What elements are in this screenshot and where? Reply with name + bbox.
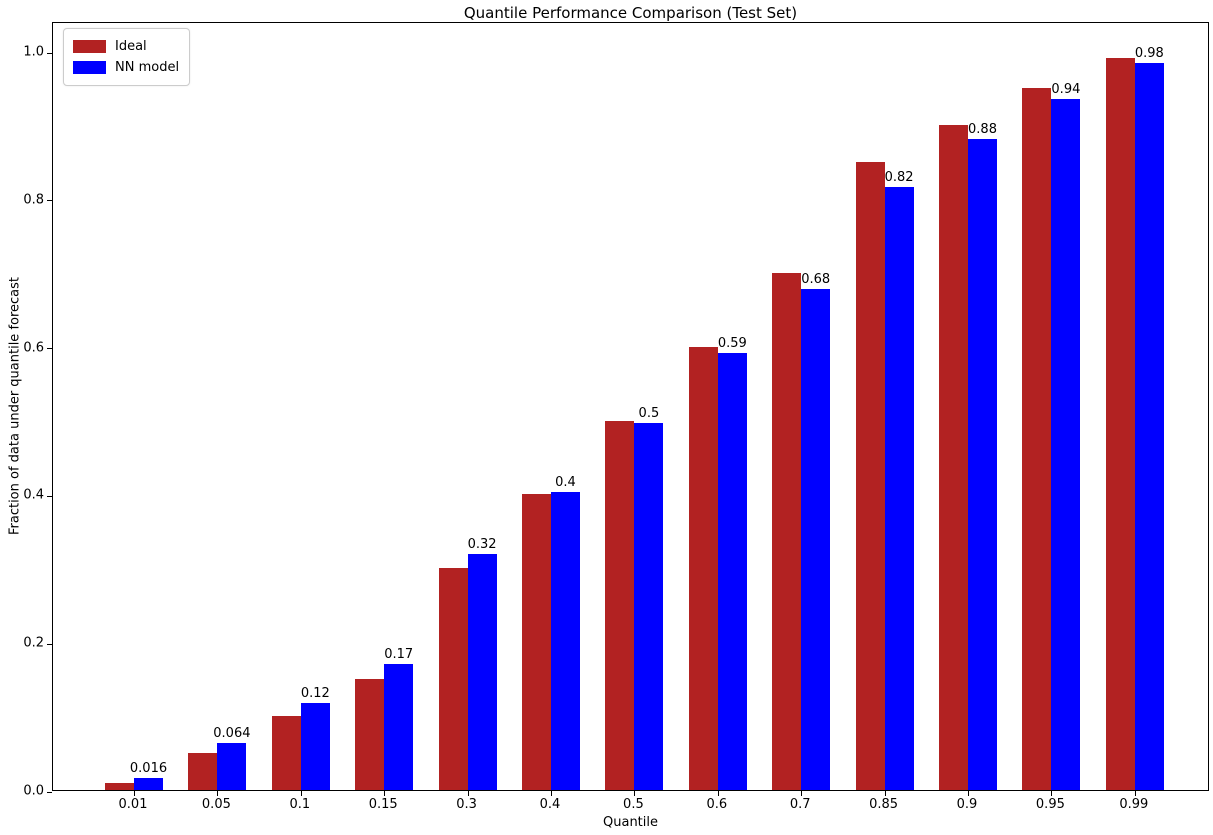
x-axis-label: Quantile [603, 815, 658, 830]
x-tick-mark [467, 791, 469, 796]
bar-ideal-0.05 [188, 753, 218, 790]
y-tick-label-0.2: 0.2 [23, 635, 44, 651]
bar-ideal-0.99 [1105, 58, 1135, 790]
x-tick-mark [300, 791, 302, 796]
y-tick-mark [47, 200, 52, 202]
value-label-0.3: 0.32 [467, 537, 497, 553]
y-tick-mark [47, 495, 52, 497]
x-tick-label-0.5: 0.5 [623, 797, 644, 812]
value-label-0.05: 0.064 [213, 725, 251, 741]
x-tick-mark [384, 791, 386, 796]
x-tick-mark [134, 791, 135, 796]
legend-swatch-nn-model [73, 61, 106, 74]
bar-ideal-0.95 [1022, 87, 1052, 790]
bar-nn-model-0.5 [634, 422, 664, 790]
x-tick-label-0.4: 0.4 [539, 797, 561, 812]
bar-nn-model-0.3 [467, 554, 497, 790]
bar-nn-model-0.1 [300, 702, 330, 790]
legend-entry-ideal: Ideal [73, 36, 179, 57]
bar-nn-model-0.15 [384, 663, 414, 790]
y-tick-label-0.6: 0.6 [23, 340, 44, 356]
value-label-0.9: 0.88 [968, 121, 997, 137]
y-tick-mark [47, 52, 52, 54]
x-tick-label-0.85: 0.85 [869, 797, 899, 812]
bar-nn-model-0.4 [551, 492, 580, 790]
chart-title: Quantile Performance Comparison (Test Se… [463, 4, 798, 22]
x-tick-mark [551, 791, 552, 796]
bar-ideal-0.4 [522, 494, 551, 790]
y-axis-label: Fraction of data under quantile forecast [7, 276, 23, 536]
x-tick-label-0.15: 0.15 [368, 797, 398, 812]
x-tick-label-0.05: 0.05 [201, 797, 231, 812]
bar-ideal-0.01 [105, 782, 134, 790]
bar-nn-model-0.99 [1134, 62, 1164, 790]
x-tick-mark [1134, 791, 1136, 796]
y-tick-mark [47, 791, 52, 793]
bar-ideal-0.15 [355, 679, 385, 790]
bar-nn-model-0.85 [884, 186, 914, 790]
x-tick-label-0.6: 0.6 [706, 797, 728, 812]
x-tick-mark [634, 791, 636, 796]
plot-area: Ideal NN model 0.016 0.064 0.12 0.17 0.32 0.4… [47, 22, 1209, 796]
legend-label-ideal: Ideal [115, 39, 147, 54]
x-tick-mark [884, 791, 886, 796]
x-tick-label-0.99: 0.99 [1119, 797, 1149, 812]
x-tick-label-0.1: 0.1 [289, 797, 311, 812]
bar-ideal-0.1 [271, 716, 301, 790]
bar-ideal-0.85 [855, 161, 885, 790]
bar-ideal-0.3 [438, 568, 468, 790]
bar-ideal-0.5 [605, 420, 635, 790]
value-label-0.4: 0.4 [555, 475, 576, 491]
y-tick-label-0.8: 0.8 [23, 192, 44, 208]
value-label-0.85: 0.82 [884, 169, 914, 185]
bar-nn-model-0.95 [1051, 99, 1081, 790]
x-tick-mark [217, 791, 219, 796]
x-tick-mark [968, 791, 969, 796]
bar-nn-model-0.01 [134, 778, 163, 790]
bar-nn-model-0.05 [217, 742, 247, 790]
value-label-0.95: 0.94 [1051, 82, 1081, 98]
x-tick-mark [717, 791, 719, 796]
value-label-0.15: 0.17 [384, 646, 414, 662]
x-tick-mark [801, 791, 803, 796]
value-label-0.5: 0.5 [638, 405, 660, 421]
value-label-0.6: 0.59 [717, 335, 747, 351]
x-tick-label-0.01: 0.01 [118, 797, 148, 812]
x-tick-label-0.3: 0.3 [456, 797, 477, 812]
legend-swatch-ideal [73, 40, 106, 53]
value-label-0.1: 0.12 [300, 685, 330, 701]
bar-ideal-0.7 [772, 272, 802, 790]
legend-label-nn-model: NN model [115, 60, 180, 75]
legend: Ideal NN model [63, 28, 191, 86]
bar-ideal-0.9 [939, 124, 968, 790]
x-tick-label-0.9: 0.9 [956, 797, 978, 812]
y-tick-mark [47, 348, 52, 350]
legend-entry-nn-model: NN model [73, 57, 179, 78]
value-label-0.99: 0.98 [1134, 45, 1164, 61]
bar-ideal-0.6 [688, 346, 718, 790]
y-tick-label-0.0: 0.0 [23, 783, 44, 799]
x-tick-mark [1051, 791, 1053, 796]
y-tick-label-1.0: 1.0 [23, 44, 44, 60]
x-tick-label-0.7: 0.7 [789, 797, 811, 812]
x-tick-label-0.95: 0.95 [1035, 797, 1065, 812]
bar-nn-model-0.6 [717, 352, 747, 790]
bar-nn-model-0.7 [801, 288, 831, 790]
y-tick-mark [47, 643, 52, 645]
value-label-0.01: 0.016 [129, 761, 168, 777]
value-label-0.7: 0.68 [801, 271, 831, 287]
y-tick-label-0.4: 0.4 [23, 487, 44, 503]
bar-nn-model-0.9 [968, 138, 997, 790]
